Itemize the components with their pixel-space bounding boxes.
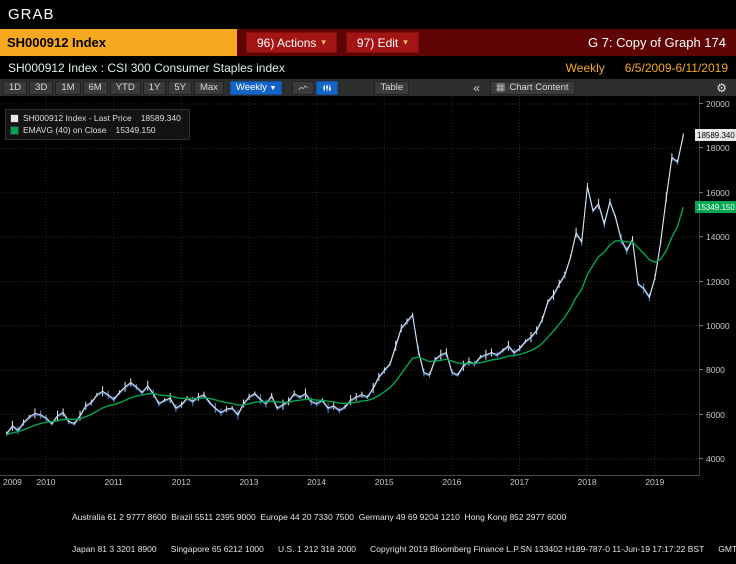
chevron-down-icon: ▼	[269, 84, 277, 92]
gear-icon[interactable]: ⚙	[716, 80, 727, 95]
range-button-1d[interactable]: 1D	[3, 80, 28, 95]
y-axis-label: 14000	[699, 232, 730, 243]
chart-content-button[interactable]: ▦ Chart Content	[489, 80, 575, 95]
chart-content-label: Chart Content	[509, 81, 569, 93]
footer-copyright: Copyright 2019 Bloomberg Finance L.P.	[370, 544, 521, 554]
grab-label: GRAB	[8, 6, 55, 23]
range-button-max[interactable]: Max	[193, 80, 224, 95]
legend-label: EMAVG (40) on Close	[23, 125, 107, 135]
y-axis-label: 8000	[699, 365, 725, 376]
grab-bar: GRAB	[0, 0, 736, 29]
chart-legend[interactable]: SH000912 Index - Last Price 18589.340 EMAV…	[5, 109, 190, 140]
edit-button-label: 97) Edit	[356, 35, 399, 50]
graph-title: G 7: Copy of Graph 174	[587, 35, 726, 50]
legend-item: EMAVG (40) on Close 15349.150	[10, 125, 181, 135]
interval-label: Weekly	[565, 60, 605, 75]
range-button-6m[interactable]: 6M	[82, 80, 108, 95]
y-axis-label: 6000	[699, 409, 725, 420]
x-axis-label: 2019	[645, 477, 665, 487]
x-axis-label: 2016	[442, 477, 462, 487]
legend-item: SH000912 Index - Last Price 18589.340	[10, 113, 181, 123]
chart-area: SH000912 Index - Last Price 18589.340 EMAV…	[0, 96, 736, 488]
table-button[interactable]: Table	[374, 80, 410, 95]
y-axis-label: 20000	[699, 99, 730, 109]
x-axis-label: 2012	[171, 477, 191, 487]
range-button-1m[interactable]: 1M	[55, 80, 81, 95]
y-axis-label: 18000	[699, 143, 730, 154]
actions-button-label: 96) Actions	[257, 35, 317, 50]
chart-toolbar: 1D 3D 1M 6M YTD 1Y 5Y Max Weekly ▼ Table « ▦ Ch…	[0, 79, 736, 96]
x-axis-label: 2017	[510, 477, 529, 487]
range-button-group: 1D 3D 1M 6M YTD 1Y 5Y Max	[3, 80, 224, 95]
legend-value: 18589.340	[140, 113, 181, 123]
actions-button[interactable]: 96) Actions ▾	[246, 32, 337, 53]
date-range-label: 6/5/2009-6/11/2019	[624, 60, 728, 75]
x-axis-label: 2011	[104, 477, 123, 487]
interval-dropdown[interactable]: Weekly ▼	[229, 80, 283, 95]
title-bar: SH000912 Index 96) Actions ▾ 97) Edit ▾ …	[0, 29, 736, 56]
y-axis-label: 16000	[699, 187, 730, 198]
interval-dropdown-label: Weekly	[235, 81, 267, 93]
x-axis-label: 2014	[307, 477, 327, 487]
edit-button[interactable]: 97) Edit ▾	[345, 32, 419, 53]
range-button-1y[interactable]: 1Y	[142, 80, 167, 95]
last-price-badge: 18589.340	[695, 129, 736, 142]
x-axis-label: 2018	[577, 477, 597, 487]
range-button-3d[interactable]: 3D	[29, 80, 54, 95]
y-axis-label: 4000	[699, 454, 725, 464]
chevron-down-icon: ▾	[321, 37, 326, 47]
price-chart[interactable]	[0, 96, 699, 475]
legend-swatch	[10, 125, 19, 135]
y-axis-label: 10000	[699, 320, 730, 331]
chevron-down-icon: ▾	[403, 37, 408, 47]
grid-icon: ▦	[495, 81, 506, 93]
security-description: SH000912 Index : CSI 300 Consumer Staple…	[8, 60, 285, 75]
info-bar: SH000912 Index : CSI 300 Consumer Staple…	[0, 56, 736, 79]
x-axis-label: 2009	[3, 477, 22, 487]
footer-contact-line2: Japan 81 3 3201 8900 Singapore 65 6212 1…	[72, 544, 357, 554]
legend-swatch	[10, 113, 19, 123]
collapse-panel-icon[interactable]: «	[473, 80, 480, 95]
legend-label: SH000912 Index - Last Price	[23, 113, 132, 123]
footer-serial: SN 133402 H189-787-0 11-Jun-19 17:17:22 …	[520, 544, 705, 554]
x-axis-label: 2013	[239, 477, 259, 487]
x-axis-label: 2010	[36, 477, 56, 487]
y-axis-label: 12000	[699, 276, 730, 287]
range-button-5y[interactable]: 5Y	[168, 80, 192, 95]
legend-value: 15349.150	[115, 125, 156, 135]
footer-contact-line1: Australia 61 2 9777 8600 Brazil 5511 239…	[72, 512, 567, 522]
footer-timezone: GMT+1:00	[718, 544, 736, 554]
right-price-axis[interactable]: 18589.340 15349.150 20000 18000 16000 14000…	[695, 96, 736, 475]
ticker-input[interactable]: SH000912 Index	[0, 29, 237, 56]
footer: Australia 61 2 9777 8600 Brazil 5511 239…	[0, 488, 736, 554]
time-axis[interactable]: 2009 2010 2011 2012 2013 2014 2015 2016 2017 2018…	[0, 475, 700, 489]
x-axis-label: 2015	[374, 477, 394, 487]
candlestick-chart-icon[interactable]	[316, 80, 339, 95]
line-chart-icon[interactable]	[292, 80, 315, 95]
range-button-ytd[interactable]: YTD	[109, 80, 141, 95]
ema-price-badge: 15349.150	[695, 201, 736, 214]
